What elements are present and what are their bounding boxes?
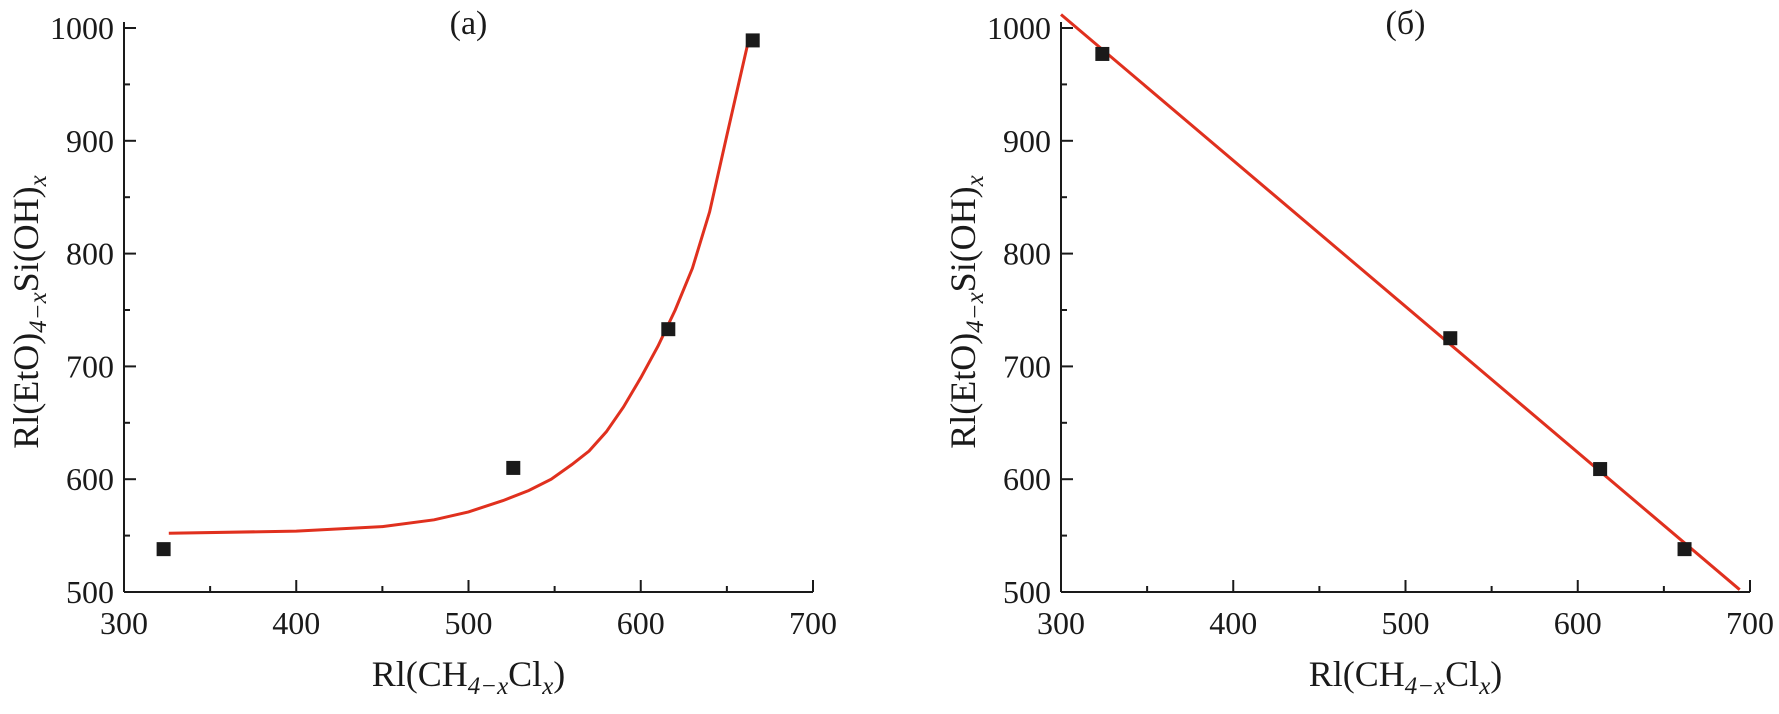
y-tick-label: 800 <box>66 236 114 272</box>
chart-panel-a: 300 400 500 600 700 500 600 700 800 900 1000 (а) Rl(… <box>6 5 837 700</box>
x-tick-label: 300 <box>1037 605 1085 641</box>
x-tick-label: 300 <box>100 605 148 641</box>
y-tick-label: 700 <box>66 348 114 384</box>
panel-label: (а) <box>450 5 488 42</box>
y-tick-label: 800 <box>1003 236 1051 272</box>
y-tick-label: 1000 <box>987 10 1051 46</box>
x-axis-label: Rl(CH4−xClx) <box>1309 654 1503 700</box>
x-axis-label: Rl(CH4−xClx) <box>372 654 566 700</box>
x-tick-label: 600 <box>617 605 665 641</box>
x-tick-label: 500 <box>1382 605 1430 641</box>
y-tick-label: 1000 <box>50 10 114 46</box>
data-point <box>506 460 521 475</box>
x-tick-label: 700 <box>1726 605 1774 641</box>
data-point <box>156 542 171 557</box>
fit-line <box>168 44 749 535</box>
x-tick-label: 700 <box>789 605 837 641</box>
y-axis-label: Rl(EtO)4−xSi(OH)x <box>6 175 52 449</box>
panel-label: (б) <box>1386 5 1426 42</box>
x-tick-label: 400 <box>272 605 320 641</box>
data-point <box>1443 331 1458 346</box>
x-tick-label: 400 <box>1209 605 1257 641</box>
chart-panel-b: 300 400 500 600 700 500 600 700 800 900 1000 (б) Rl(… <box>943 5 1774 700</box>
data-point <box>661 322 676 337</box>
y-tick-label: 700 <box>1003 348 1051 384</box>
data-point <box>1593 462 1608 477</box>
y-tick-label: 900 <box>66 123 114 159</box>
data-point <box>745 33 760 48</box>
x-tick-label: 600 <box>1554 605 1602 641</box>
fit-line <box>1060 13 1741 591</box>
y-tick-label: 900 <box>1003 123 1051 159</box>
data-point <box>1677 542 1692 557</box>
y-tick-label: 600 <box>1003 461 1051 497</box>
y-axis-label: Rl(EtO)4−xSi(OH)x <box>943 175 989 449</box>
y-tick-label: 500 <box>66 574 114 610</box>
data-point <box>1095 46 1110 61</box>
y-tick-label: 500 <box>1003 574 1051 610</box>
x-tick-label: 500 <box>445 605 493 641</box>
y-tick-label: 600 <box>66 461 114 497</box>
